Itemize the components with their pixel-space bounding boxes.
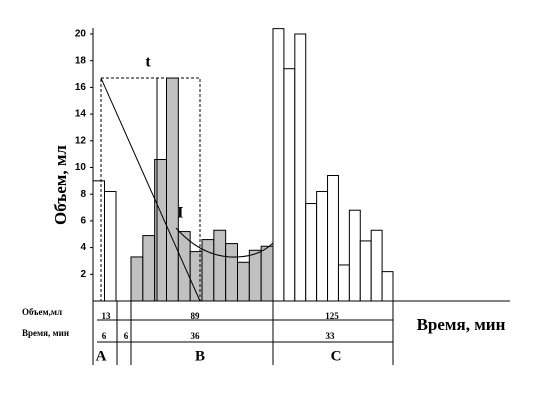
bar [225, 243, 239, 302]
bar [248, 249, 262, 302]
table-value: 36 [191, 331, 201, 341]
table-value: 13 [102, 311, 112, 321]
table-value: 6 [102, 331, 107, 341]
y-tick-label: 8 [80, 189, 86, 200]
bar [283, 68, 296, 302]
y-tick-label: 12 [75, 135, 87, 146]
bar [92, 180, 105, 302]
bar [201, 239, 215, 302]
table-value: 125 [325, 311, 339, 321]
peak-box [100, 77, 201, 302]
bar [370, 229, 383, 302]
y-tick-label: 2 [80, 269, 86, 280]
bar [327, 175, 339, 302]
y-tick-label: 6 [80, 216, 86, 227]
bar [142, 235, 156, 302]
bar [305, 203, 318, 302]
bar [337, 264, 350, 302]
bar [348, 209, 361, 302]
y-tick-label: 10 [75, 162, 87, 173]
bar [237, 261, 250, 302]
bar [104, 191, 117, 302]
table-row-label: Объем,мл [22, 307, 62, 317]
x-axis-title: Время, мин [417, 315, 506, 334]
tangent [100, 77, 201, 302]
bar [166, 77, 179, 302]
annotation: t [145, 54, 151, 71]
bar [316, 191, 329, 302]
y-axis-title: Объем, мл [51, 145, 70, 225]
bar [213, 229, 227, 302]
section-label: C [331, 348, 342, 364]
y-tick-label: 14 [75, 109, 87, 120]
table-value: 6 [124, 331, 129, 341]
bar [381, 271, 394, 302]
bar [359, 240, 372, 302]
bar [294, 33, 307, 302]
y-tick-label: 4 [80, 242, 86, 253]
bar [272, 28, 285, 302]
bar [154, 158, 168, 302]
baseline-curve [175, 227, 274, 258]
table-row-label: Время, мин [22, 328, 69, 338]
section-label: B [195, 348, 205, 364]
section-label: A [96, 348, 107, 364]
y-tick-label: 18 [75, 55, 87, 66]
bar [260, 245, 274, 302]
bar [130, 256, 144, 302]
table-value: 89 [191, 311, 201, 321]
y-tick-label: 16 [75, 82, 87, 93]
y-tick-label: 20 [75, 29, 87, 40]
table-value: 33 [326, 331, 336, 341]
